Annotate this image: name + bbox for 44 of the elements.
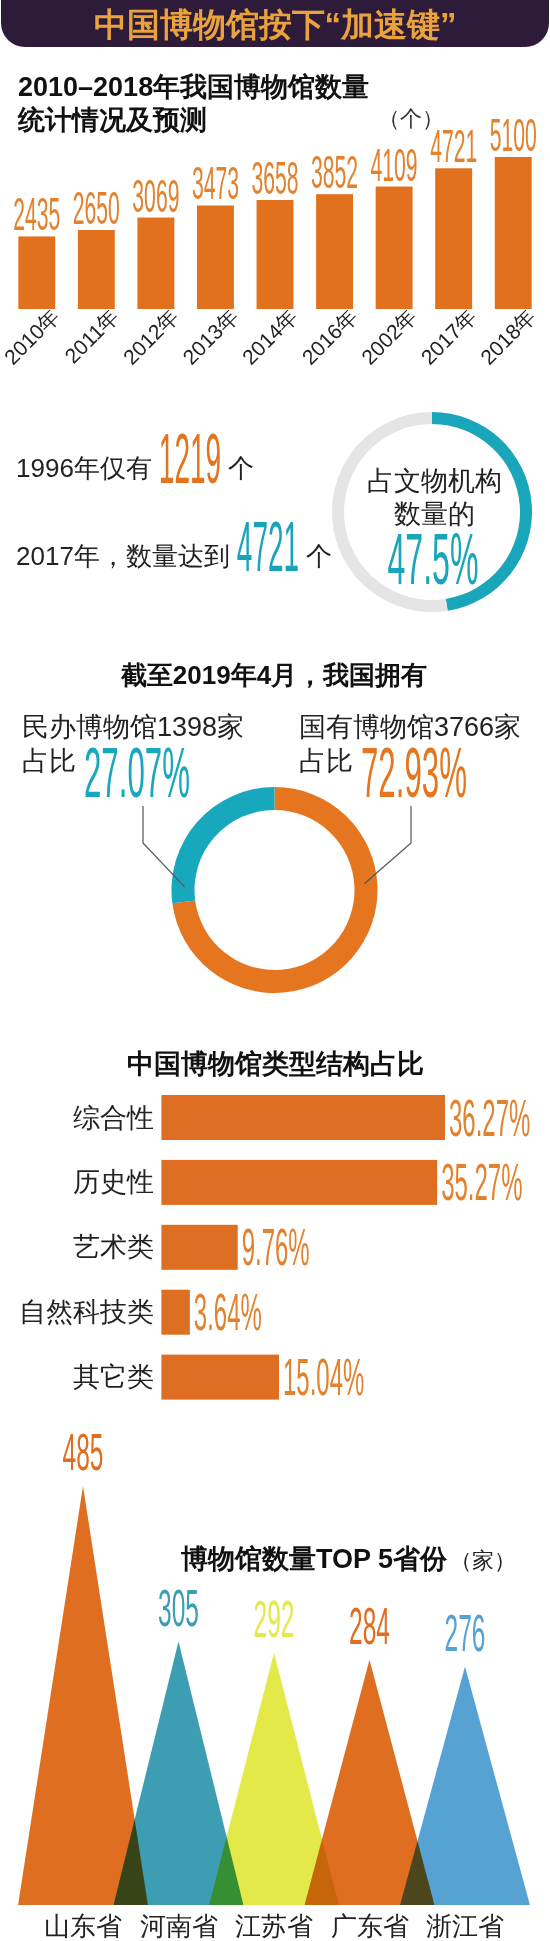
chart-subtitle: 2010–2018年我国博物馆数量 (18, 72, 370, 102)
data-label: 15.04% (283, 1349, 365, 1406)
chart-title: 截至2019年4月，我国拥有 (120, 660, 428, 690)
annotation: 占比 (299, 746, 353, 776)
data-label: 3473 (191, 158, 239, 210)
chart-title: 中国博物馆按下“加速键” (93, 6, 457, 43)
data-label: 485 (62, 1424, 104, 1481)
x-tick-label: 江苏省 (235, 1911, 313, 1941)
data-label: 305 (158, 1579, 199, 1636)
data-label: 3069 (132, 170, 180, 222)
data-label: 4109 (370, 139, 418, 191)
data-label: 35.27% (441, 1154, 523, 1211)
data-label: 3.64% (193, 1284, 262, 1341)
chart-subtitle: 统计情况及预测 (18, 105, 207, 135)
y-axis-title: （家） (450, 1548, 517, 1573)
data-label: 5100 (489, 109, 537, 162)
data-label: 284 (349, 1597, 390, 1654)
data-label: 3852 (311, 147, 359, 199)
annotation: 1996年仅有 (16, 453, 152, 483)
annotation: 个 (306, 541, 333, 571)
y-tick-label: 艺术类 (73, 1232, 154, 1263)
x-tick-label: 河南省 (139, 1911, 218, 1941)
chart-title: 占文物机构 (366, 466, 502, 496)
y-tick-label: 历史性 (73, 1167, 154, 1198)
y-tick-label: 自然科技类 (19, 1297, 154, 1328)
annotation: 4721 (236, 507, 300, 586)
annotation: 个 (228, 453, 255, 483)
data-label: 9.76% (241, 1219, 310, 1276)
chart-title: 中国博物馆类型结构占比 (126, 1049, 424, 1079)
x-tick-label: 山东省 (44, 1911, 122, 1941)
x-tick-label: 浙江省 (426, 1911, 504, 1941)
data-label: 2435 (13, 189, 61, 241)
data-label: 3658 (251, 152, 299, 205)
data-label: 2650 (72, 182, 120, 235)
annotation: 1219 (158, 419, 222, 498)
y-tick-label: 其它类 (73, 1362, 154, 1393)
y-tick-label: 综合性 (73, 1102, 154, 1133)
annotation: 占比 (22, 746, 76, 776)
x-tick-label: 广东省 (330, 1911, 409, 1941)
chart-title: 博物馆数量TOP 5省份 (181, 1544, 448, 1574)
data-label: 292 (253, 1590, 295, 1647)
data-label: 36.27% (449, 1089, 531, 1146)
annotation: 2017年，数量达到 (16, 541, 230, 571)
data-label: 276 (444, 1604, 486, 1661)
